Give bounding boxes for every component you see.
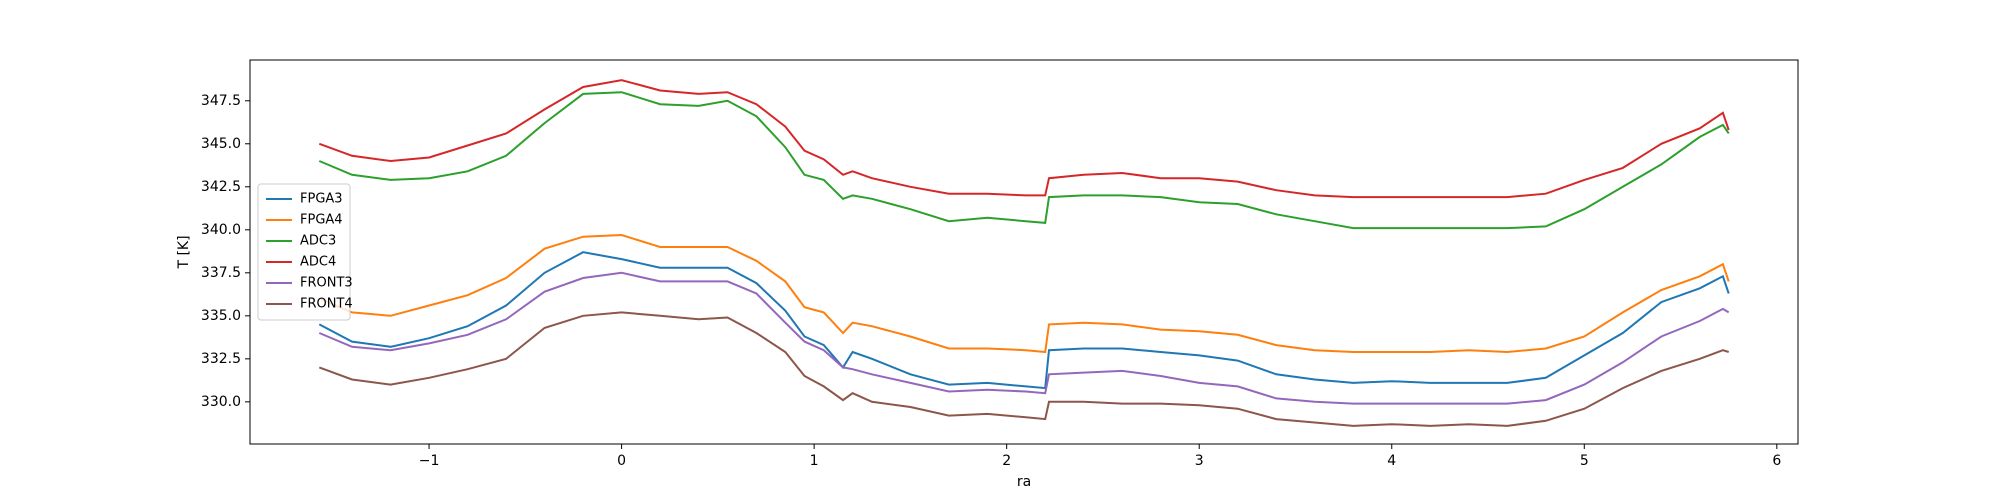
legend-label: FRONT4: [300, 297, 353, 312]
x-tick-label: 1: [810, 453, 819, 469]
y-tick-label: 340.0: [201, 222, 241, 238]
y-tick-label: 335.0: [201, 308, 241, 324]
legend-label: FPGA3: [300, 192, 343, 207]
y-tick-label: 347.5: [201, 93, 241, 109]
y-tick-label: 345.0: [201, 136, 241, 152]
x-tick-label: 2: [1002, 453, 1011, 469]
y-tick-label: 342.5: [201, 179, 241, 195]
x-tick-label: 6: [1772, 453, 1781, 469]
plot-frame: [249, 59, 1799, 445]
x-tick-label: 4: [1387, 453, 1396, 469]
y-axis-label: T [K]: [176, 235, 192, 269]
x-tick-label: −1: [419, 453, 440, 469]
series-line: [318, 311, 1729, 427]
legend-label: FPGA4: [300, 213, 343, 228]
legend-label: ADC4: [300, 255, 336, 270]
y-tick-label: 332.5: [201, 351, 241, 367]
legend-label: ADC3: [300, 234, 336, 249]
x-tick-label: 3: [1195, 453, 1204, 469]
series-line: [318, 233, 1730, 354]
series-line: [318, 271, 1730, 405]
x-tick-label: 5: [1580, 453, 1589, 469]
legend: FPGA3 FPGA4 ADC3 ADC4 FRONT3 FRONT4: [257, 183, 353, 321]
y-tick-label: 337.5: [201, 265, 241, 281]
legend-box: [257, 183, 351, 321]
y-tick-label: 330.0: [201, 394, 241, 410]
series-line: [318, 91, 1730, 230]
series-line: [318, 251, 1730, 390]
legend-label: FRONT3: [300, 276, 353, 291]
x-axis-label: ra: [1017, 474, 1031, 490]
series-line: [318, 79, 1730, 199]
x-tick-label: 0: [617, 453, 626, 469]
